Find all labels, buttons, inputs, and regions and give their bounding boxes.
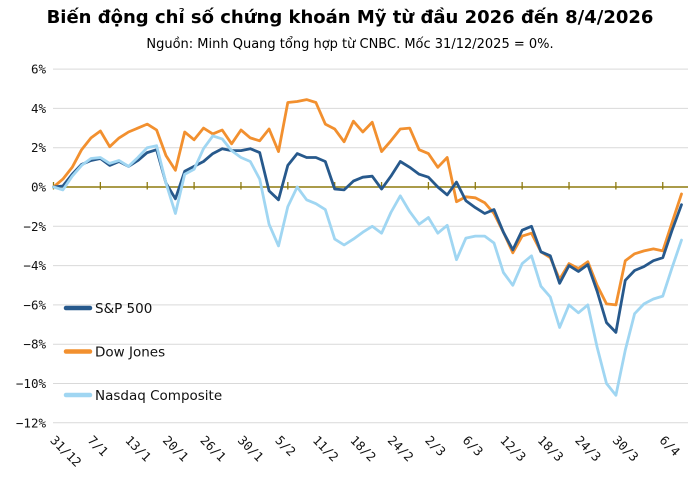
series-line-nasdaq-composite — [52, 134, 683, 397]
y-axis-label-2: 2% — [31, 140, 47, 155]
x-axis-label-24-2: 24/2 — [385, 433, 417, 465]
x-axis-label-20-1: 20/1 — [160, 433, 192, 465]
x-axis-label-30-1: 30/1 — [235, 433, 267, 465]
series-line-dow-jones — [52, 98, 683, 307]
y-axis-label--6: −6% — [23, 297, 46, 312]
x-axis-label-18-3: 18/3 — [535, 433, 567, 465]
x-axis-label-2-3: 2/3 — [422, 433, 449, 460]
x-axis-label-7-1: 7/1 — [85, 433, 112, 460]
y-axis-label--12: −12% — [16, 415, 47, 430]
y-axis-label--10: −10% — [16, 376, 47, 391]
y-axis-label-0: 0% — [31, 180, 47, 195]
x-axis-label-6-3: 6/3 — [460, 433, 487, 460]
legend-label-s-p-500: S&P 500 — [95, 301, 152, 317]
x-axis-label-26-1: 26/1 — [197, 433, 229, 465]
chart-title: Biến động chỉ số chứng khoán Mỹ từ đầu 2… — [46, 7, 654, 28]
y-axis-label-6: 6% — [31, 62, 47, 77]
x-axis-label-11-2: 11/2 — [310, 433, 342, 465]
x-axis-label-13-1: 13/1 — [122, 433, 154, 465]
legend-label-dow-jones: Dow Jones — [95, 344, 165, 360]
x-axis-label-6-4: 6/4 — [657, 433, 684, 460]
x-axis-label-24-3: 24/3 — [572, 433, 604, 465]
legend-label-nasdaq-composite: Nasdaq Composite — [95, 388, 222, 404]
y-axis-label--2: −2% — [23, 219, 46, 234]
y-axis-label--8: −8% — [23, 337, 46, 352]
x-axis-label-30-3: 30/3 — [610, 433, 642, 465]
x-axis-label-31-12: 31/12 — [47, 433, 84, 470]
chart-subtitle: Nguồn: Minh Quang tổng hợp từ CNBC. Mốc … — [146, 37, 554, 52]
y-axis-label--4: −4% — [23, 258, 46, 273]
x-axis-label-18-2: 18/2 — [347, 433, 379, 465]
x-axis-label-12-3: 12/3 — [497, 433, 529, 465]
y-axis-label-4: 4% — [31, 101, 47, 116]
x-axis-label-5-2: 5/2 — [272, 433, 299, 460]
